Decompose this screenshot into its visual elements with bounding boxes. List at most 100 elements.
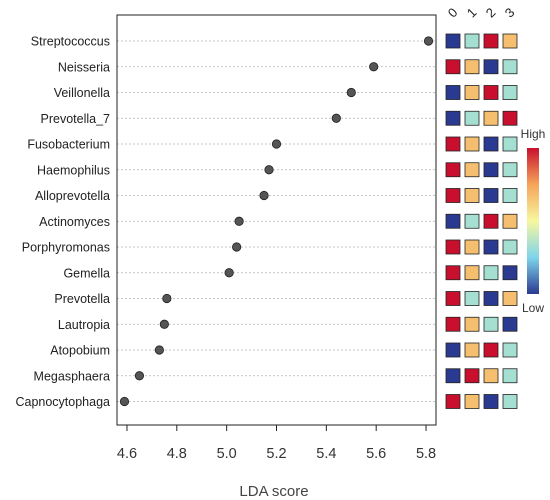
y-tick-label: Haemophilus <box>37 163 110 177</box>
heatmap-cell <box>445 33 461 49</box>
data-point <box>234 216 244 226</box>
heatmap-cell <box>445 239 461 255</box>
data-point <box>224 268 234 278</box>
data-point <box>423 36 434 46</box>
y-tick-label: Lautropia <box>58 318 110 332</box>
heatmap-cell <box>502 59 518 75</box>
heatmap-cell <box>502 316 518 332</box>
heatmap-cell <box>464 85 480 100</box>
x-ticks: 4.6 4.8 5.0 5.2 5.4 5.6 5.8 <box>117 425 436 462</box>
heatmap-cell <box>483 291 499 306</box>
heatmap-cell <box>483 239 499 255</box>
y-tick-label: Capnocytophaga <box>15 395 110 409</box>
heatmap-cell <box>483 368 499 384</box>
x-tick-label: 4.6 <box>117 446 137 462</box>
heatmap-cell <box>445 265 461 281</box>
heatmap-cell <box>483 342 499 358</box>
heatmap-cell <box>445 316 461 332</box>
x-tick-label: 5.8 <box>416 446 436 462</box>
heatmap-cell <box>464 59 480 75</box>
heatmap-cell <box>464 110 480 126</box>
heatmap-cell <box>502 85 518 100</box>
y-tick-label: Alloprevotella <box>35 189 110 203</box>
heatmap-cell <box>445 342 461 358</box>
data-point <box>369 62 379 72</box>
heatmap-cell <box>483 110 499 126</box>
heatmap-column-label: 2 <box>483 5 499 21</box>
heatmap-cell <box>445 368 461 384</box>
y-tick-label: Streptococcus <box>31 35 110 49</box>
heatmap-cell <box>483 162 499 178</box>
heatmap-cell <box>483 59 499 75</box>
y-tick-label: Veillonella <box>54 86 110 100</box>
data-point <box>154 345 164 355</box>
x-tick-label: 5.2 <box>266 446 286 462</box>
heatmap-cell <box>502 239 518 255</box>
heatmap-cell <box>502 213 518 229</box>
heatmap-cell <box>502 33 518 49</box>
heatmap-cell <box>483 33 499 49</box>
data-point <box>264 165 274 175</box>
heatmap-cell <box>502 394 518 409</box>
heatmap-cell <box>464 368 480 384</box>
heatmap-cell <box>502 110 518 126</box>
x-tick-label: 5.4 <box>316 446 336 462</box>
data-point <box>159 319 169 329</box>
y-tick-label: Fusobacterium <box>27 138 110 152</box>
heatmap-cell <box>445 394 461 409</box>
heatmap-cell <box>445 59 461 75</box>
x-tick-label: 5.0 <box>217 446 237 462</box>
data-point <box>162 293 172 304</box>
heatmap-cell <box>502 136 518 152</box>
heatmap-cell <box>483 394 499 409</box>
y-tick-label: Gemella <box>63 266 110 280</box>
heatmap-cell <box>464 342 480 358</box>
heatmap-cell <box>483 213 499 229</box>
data-point <box>259 190 269 201</box>
heatmap-cell <box>445 162 461 178</box>
heatmap-cell <box>464 291 480 306</box>
y-tick-label: Porphyromonas <box>22 241 110 255</box>
heatmap-cell <box>464 162 480 178</box>
heatmap-cell <box>483 316 499 332</box>
heatmap-cell <box>445 188 461 203</box>
heatmap-column-label: 1 <box>464 5 480 21</box>
heatmap-cell <box>464 136 480 152</box>
data-point <box>119 396 130 407</box>
heatmap-cell <box>445 110 461 126</box>
gridlines <box>117 40 436 402</box>
data-point <box>331 113 341 123</box>
heatmap-cell <box>464 316 480 332</box>
color-legend: High Low <box>521 127 546 315</box>
x-tick-label: 4.8 <box>167 446 187 462</box>
heatmap-cell <box>464 188 480 203</box>
y-tick-label: Megasphaera <box>34 369 110 383</box>
x-axis-label: LDA score <box>239 483 308 500</box>
heatmap-cell <box>483 136 499 152</box>
heatmap-cell <box>445 291 461 306</box>
heatmap-cell <box>445 85 461 100</box>
heatmap-cell <box>502 342 518 358</box>
heatmap-cell <box>445 136 461 152</box>
y-tick-labels: Streptococcus Neisseria Veillonella Prevote… <box>15 35 110 410</box>
data-point <box>346 87 356 98</box>
heatmap-cell <box>502 188 518 203</box>
y-tick-label: Neisseria <box>58 60 110 74</box>
heatmap-column-label: 0 <box>445 5 461 21</box>
heatmap-cell <box>464 265 480 281</box>
heatmap-cell <box>483 188 499 203</box>
heatmap-column-label: 3 <box>502 5 518 21</box>
heatmap-cell <box>483 265 499 281</box>
heatmap-cell <box>464 394 480 409</box>
y-tick-label: Prevotella_7 <box>41 112 111 126</box>
heatmap-cell <box>464 239 480 255</box>
data-point <box>271 139 282 149</box>
heatmap-cell <box>502 368 518 384</box>
y-tick-label: Prevotella <box>54 292 110 306</box>
legend-high-label: High <box>521 127 546 141</box>
heatmap-cell <box>464 213 480 229</box>
heatmap-cell <box>502 162 518 178</box>
heatmap-cell <box>502 291 518 306</box>
